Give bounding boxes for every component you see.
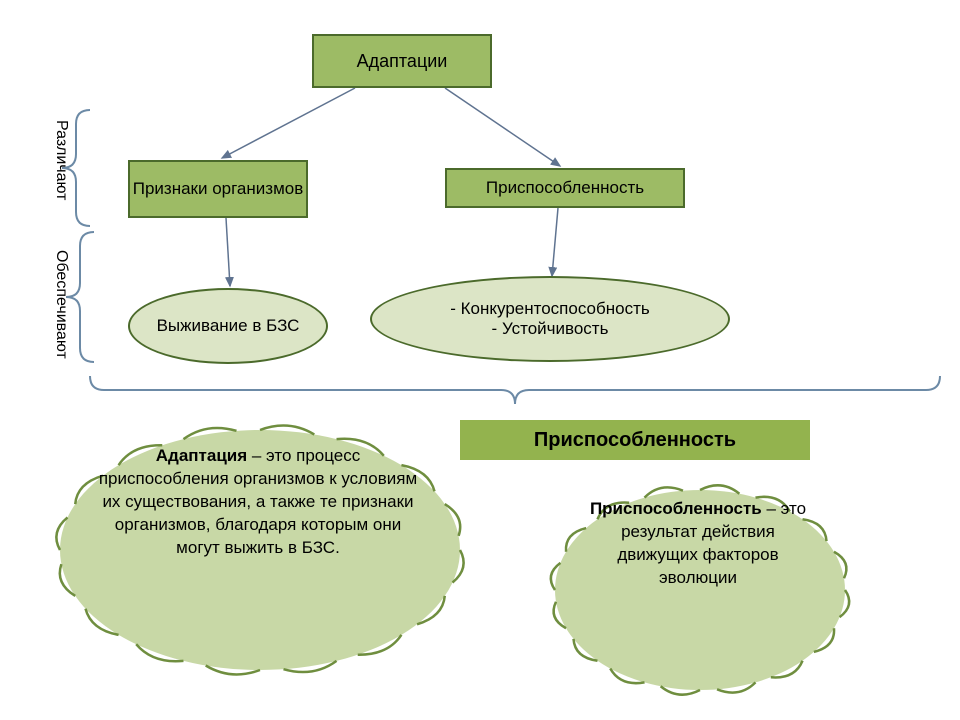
- banner-fitness: Приспособленность: [460, 420, 810, 460]
- cloud-adaptation-bold: Адаптация: [156, 446, 247, 465]
- ellipse-competitiveness-line1: Конкурентоспособность: [461, 299, 650, 318]
- node-traits-label: Признаки организмов: [133, 179, 304, 199]
- cloud-fitness-text: Приспособленность – это результат действ…: [588, 498, 808, 590]
- node-fitness: Приспособленность: [445, 168, 685, 208]
- connectors-layer: [0, 0, 960, 720]
- node-adaptations: Адаптации: [312, 34, 492, 88]
- node-traits: Признаки организмов: [128, 160, 308, 218]
- cloud-adaptation-text: Адаптация – это процесс приспособления о…: [98, 445, 418, 560]
- ellipse-competitiveness-line2: Устойчивость: [502, 319, 609, 338]
- node-adaptations-label: Адаптации: [357, 51, 448, 72]
- side-label-distinguish: Различают: [52, 120, 70, 201]
- side-label-provide: Обеспечивают: [52, 250, 70, 359]
- cloud-fitness-bold: Приспособленность: [590, 499, 762, 518]
- banner-fitness-label: Приспособленность: [534, 429, 736, 452]
- ellipse-survival-label: Выживание в БЗС: [157, 316, 300, 336]
- cloud-adaptation-rest: – это процесс приспособления организмов …: [99, 446, 417, 557]
- diagram-stage: Адаптации Признаки организмов Приспособл…: [0, 0, 960, 720]
- node-fitness-label: Приспособленность: [486, 178, 644, 198]
- ellipse-survival: Выживание в БЗС: [128, 288, 328, 364]
- ellipse-competitiveness: - Конкурентоспособность - Устойчивость: [370, 276, 730, 362]
